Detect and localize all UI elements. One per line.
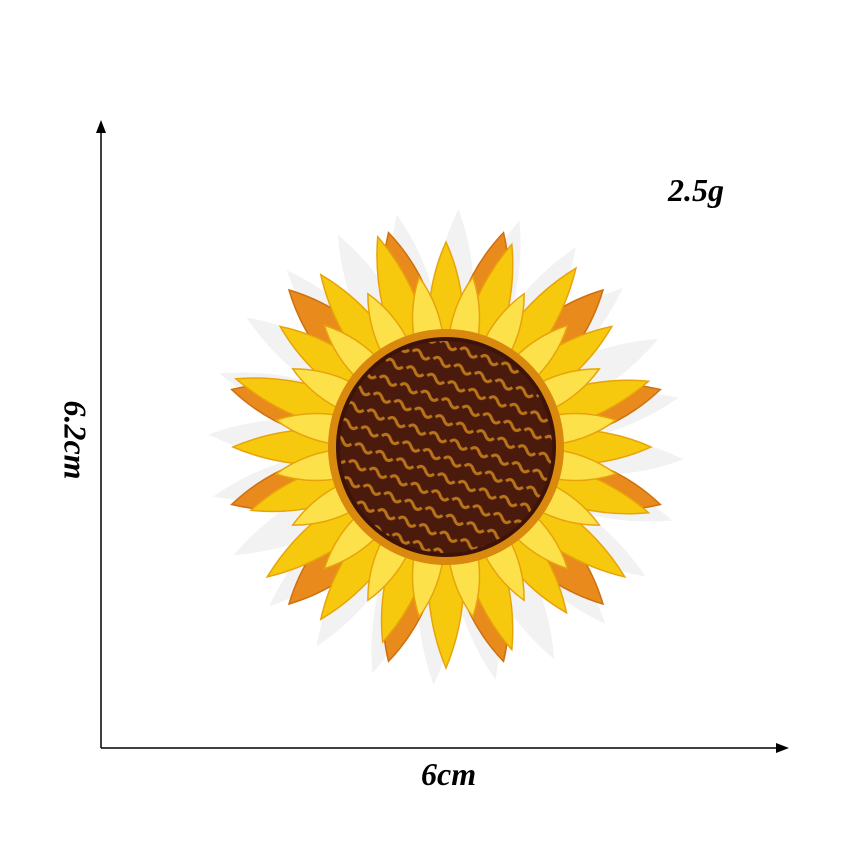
- right-arrow-icon: [776, 743, 789, 753]
- weight-label: 2.5g: [668, 172, 724, 208]
- width-dimension-label: 6cm: [421, 756, 477, 792]
- height-dimension-label: 6.2cm: [57, 400, 94, 480]
- flower-center-edge: [336, 337, 556, 557]
- up-arrow-icon: [96, 120, 106, 133]
- flower-center: [338, 339, 554, 555]
